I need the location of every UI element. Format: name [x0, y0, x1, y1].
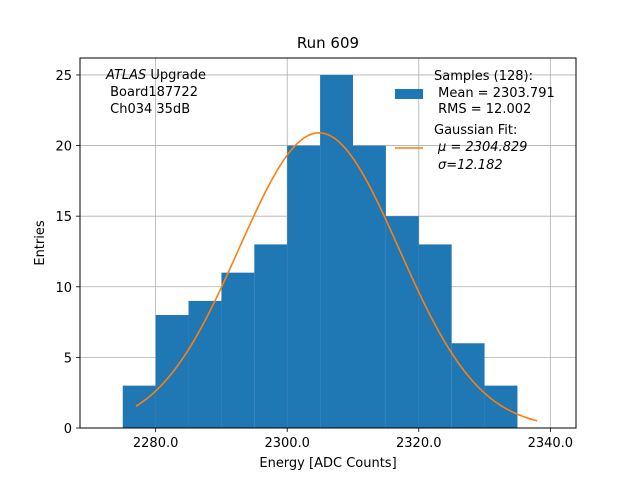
legend-samples-mean: Mean = 2303.791 [434, 86, 555, 101]
annotation-box: ATLAS Upgrade Board187722 Ch034 35dB [105, 68, 206, 117]
atlas-label: ATLAS [105, 68, 146, 83]
legend-samples-rms: RMS = 12.002 [434, 102, 531, 117]
histogram-bar [221, 272, 255, 428]
x-tick-label: 2280.0 [133, 436, 179, 451]
x-tick-label: 2320.0 [396, 436, 442, 451]
histogram-bar [418, 244, 452, 428]
y-tick-label: 10 [55, 281, 72, 296]
legend-fit-title: Gaussian Fit: [434, 123, 517, 138]
histogram-bar [385, 216, 419, 428]
legend-fit-sigma: σ=12.182 [438, 158, 503, 173]
x-tick-label: 2300.0 [264, 436, 310, 451]
legend-fit-mu: μ = 2304.829 [437, 140, 527, 155]
y-tick-label: 0 [64, 422, 72, 437]
y-tick-label: 5 [64, 351, 72, 366]
plot-frame [79, 57, 577, 429]
histogram-bar [122, 385, 156, 428]
histogram-bar [320, 74, 353, 428]
upgrade-label: Upgrade [146, 68, 206, 83]
axis-ticks: 2280.0 2300.0 2320.0 2340.0 0 5 10 15 20 25 [55, 69, 573, 451]
y-tick-label: 20 [55, 140, 72, 155]
y-tick-label: 15 [55, 210, 72, 225]
histogram-bar [155, 315, 189, 428]
histogram-bar [451, 343, 485, 428]
gaussian-fit-line [135, 132, 538, 422]
histogram-bars [122, 74, 518, 428]
legend-samples-title: Samples (128): [434, 69, 533, 84]
histogram-bar [287, 145, 321, 428]
annotation-line-1: ATLAS Upgrade [105, 68, 206, 83]
histogram-bar [484, 385, 518, 428]
histogram-bar [254, 244, 288, 428]
x-axis-label: Energy [ADC Counts] [259, 456, 396, 471]
chart-title: Run 609 [297, 34, 359, 52]
annotation-line-3: Ch034 35dB [106, 102, 190, 117]
legend: Samples (128): Mean = 2303.791 RMS = 12.… [395, 69, 555, 173]
y-axis-label: Entries [33, 220, 48, 266]
annotation-line-2: Board187722 [106, 85, 198, 100]
x-tick-label: 2340.0 [528, 436, 574, 451]
y-tick-label: 25 [55, 69, 72, 84]
histogram-bar [352, 145, 386, 428]
legend-samples-patch [395, 89, 423, 99]
